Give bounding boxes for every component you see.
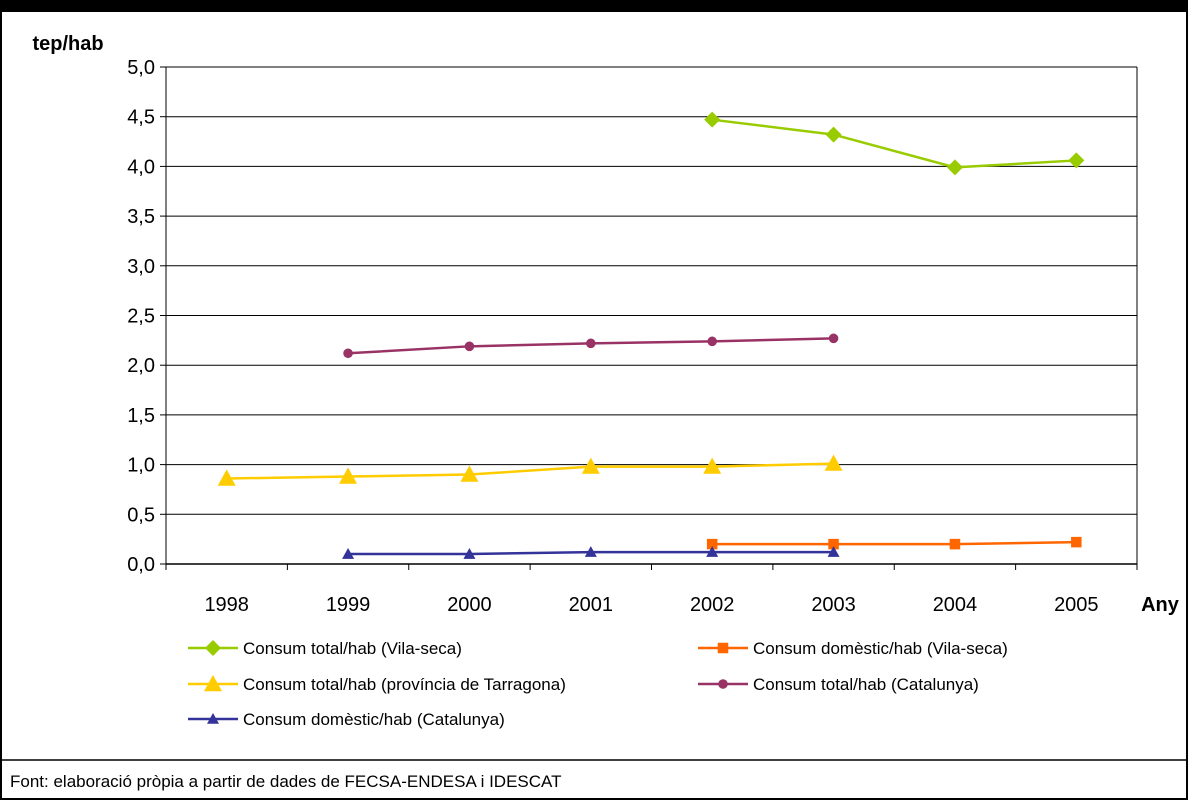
legend-marker (718, 679, 728, 689)
data-point (946, 159, 963, 176)
data-point (707, 336, 717, 347)
legend-label: Consum total/hab (Catalunya) (753, 675, 979, 694)
data-point (342, 548, 355, 559)
data-point (584, 546, 597, 557)
x-tick-label: 2001 (569, 594, 614, 616)
data-point (581, 457, 600, 474)
series (217, 111, 1085, 559)
legend-item: Consum total/hab (província de Tarragona… (188, 675, 566, 694)
data-point (586, 338, 596, 349)
data-point (217, 469, 236, 486)
x-tick-label: 1999 (326, 594, 371, 616)
legend-item: Consum total/hab (Vila-seca) (188, 639, 462, 658)
data-point (827, 546, 840, 557)
series-1 (704, 111, 1085, 176)
y-tick-label: 5,0 (127, 57, 155, 79)
data-point (824, 454, 843, 471)
series-line (712, 540, 1077, 546)
y-axis-label: tep/hab (32, 33, 103, 55)
legend-item: Consum total/hab (Catalunya) (698, 675, 979, 694)
legend-marker (205, 640, 221, 656)
data-point (460, 465, 479, 482)
series-3 (217, 454, 843, 486)
y-tick-label: 3,0 (127, 256, 155, 278)
legend-item: Consum domèstic/hab (Catalunya) (188, 710, 505, 729)
data-point (703, 457, 722, 474)
legend-marker (204, 675, 222, 692)
series-line (226, 462, 834, 480)
y-tick-label: 2,0 (127, 355, 155, 377)
grid (166, 66, 1137, 515)
legend-item: Consum domèstic/hab (Vila-seca) (698, 639, 1008, 658)
data-point (706, 546, 719, 557)
data-point (825, 126, 842, 143)
data-point (704, 111, 721, 128)
data-point (463, 548, 476, 559)
series-4 (343, 333, 839, 359)
y-tick-label: 1,0 (127, 455, 155, 477)
legend-marker (717, 642, 729, 654)
data-point (343, 348, 353, 359)
data-point (1071, 536, 1082, 548)
y-tick-label: 3,5 (127, 206, 155, 228)
x-tick-label: 2002 (690, 594, 735, 616)
legend-label: Consum domèstic/hab (Catalunya) (243, 710, 505, 729)
data-point (339, 467, 358, 484)
series-2 (706, 536, 1082, 550)
data-point (1068, 152, 1085, 169)
x-tick-label: 2003 (811, 594, 856, 616)
legend-label: Consum domèstic/hab (Vila-seca) (753, 639, 1008, 658)
x-tick-label: 2000 (447, 594, 492, 616)
data-point (828, 333, 839, 344)
top-border-band (0, 0, 1188, 12)
legend-marker (207, 713, 219, 724)
data-point (706, 538, 718, 550)
data-point (828, 538, 839, 550)
source-note: Font: elaboració pròpia a partir de dade… (10, 772, 562, 791)
data-point (949, 538, 961, 550)
legend: Consum total/hab (Vila-seca) Consum domès… (188, 639, 1008, 729)
y-tick-label: 4,5 (127, 107, 155, 129)
y-tick-label: 0,0 (127, 554, 155, 576)
x-axis-label: Any (1141, 594, 1180, 616)
legend-label: Consum total/hab (província de Tarragona… (243, 675, 566, 694)
series-line (712, 118, 1077, 169)
y-tick-label: 1,5 (127, 405, 155, 427)
x-tick-label: 2004 (933, 594, 978, 616)
y-tick-label: 2,5 (127, 306, 155, 328)
y-tick-label: 4,0 (127, 156, 155, 178)
axes: 0,0 0,5 1,0 1,5 2,0 2,5 3,0 3,5 4,0 4,5 5,0 1998 199… (127, 57, 1138, 616)
data-point (464, 341, 475, 352)
legend-label: Consum total/hab (Vila-seca) (243, 639, 462, 658)
series-5 (342, 546, 840, 559)
y-tick-label: 0,5 (127, 504, 155, 526)
x-tick-label: 1998 (204, 594, 249, 616)
x-tick-label: 2005 (1054, 594, 1099, 616)
